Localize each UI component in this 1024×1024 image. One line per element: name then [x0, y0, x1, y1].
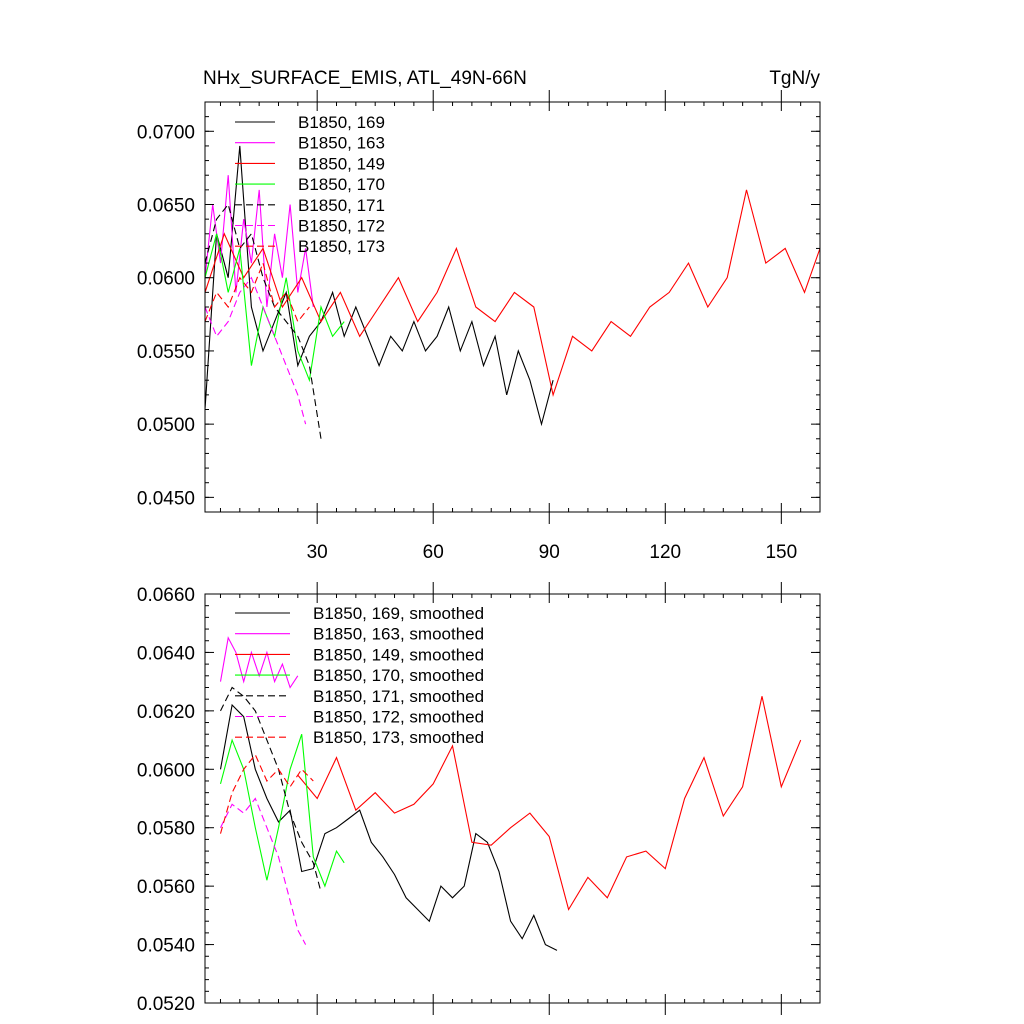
top-xtick-label: 60 — [423, 542, 444, 563]
top-xtick-label: 150 — [765, 542, 797, 563]
bottom-legend-label: B1850, 163, smoothed — [313, 625, 484, 644]
top-xtick-label: 90 — [539, 542, 560, 563]
bottom-panel: 0.0520 0.0540 0.0560 0.0580 0.0600 0.0620 0.06… — [137, 582, 821, 1015]
bottom-series-line-2 — [219, 636, 299, 689]
bottom-series-group — [219, 636, 802, 951]
top-legend-label: B1850, 163 — [298, 134, 385, 153]
bottom-ytick-label: 0.0520 — [137, 994, 195, 1015]
top-panel: 0.0450 0.0500 0.0550 0.0600 0.0650 0.0700 30 60… — [137, 90, 821, 563]
top-xtick-label: 120 — [649, 542, 681, 563]
top-legend-label: B1850, 171 — [298, 196, 385, 215]
top-series-line-4 — [205, 233, 345, 383]
bottom-ytick-label: 0.0660 — [137, 585, 195, 606]
bottom-ytick-label: 0.0540 — [137, 936, 195, 957]
top-series-line-6 — [205, 276, 307, 425]
bottom-ytick-label: 0.0600 — [137, 760, 195, 781]
top-ytick-label: 0.0700 — [137, 122, 195, 143]
top-ytick-label: 0.0600 — [137, 269, 195, 290]
top-series-line-5 — [205, 203, 322, 439]
top-legend-label: B1850, 169 — [298, 113, 385, 132]
bottom-ytick-label: 0.0640 — [137, 643, 195, 664]
bottom-legend: B1850, 169, smoothed B1850, 163, smoothed… — [235, 604, 484, 747]
bottom-legend-label: B1850, 172, smoothed — [313, 708, 484, 727]
bottom-series-line-4 — [219, 734, 345, 888]
bottom-legend-label: B1850, 170, smoothed — [313, 666, 484, 685]
bottom-series-line-5 — [220, 686, 322, 893]
bottom-series-line-1 — [219, 703, 558, 951]
bottom-legend-label: B1850, 149, smoothed — [313, 645, 484, 664]
bottom-series-line-3 — [297, 696, 802, 911]
top-ytick-label: 0.0550 — [137, 342, 195, 363]
bottom-ytick-label: 0.0560 — [137, 877, 195, 898]
top-series-line-1 — [205, 145, 554, 427]
top-legend-label: B1850, 172 — [298, 217, 385, 236]
top-panel-title: NHx_SURFACE_EMIS, ATL_49N-66N — [203, 68, 527, 89]
top-series-line-3 — [205, 189, 820, 397]
bottom-plot-frame — [204, 593, 821, 1004]
top-series-group — [205, 145, 820, 439]
top-ytick-label: 0.0650 — [137, 196, 195, 217]
top-panel-units: TgN/y — [769, 68, 820, 89]
bottom-ytick-label: 0.0580 — [137, 819, 195, 840]
bottom-legend-label: B1850, 173, smoothed — [313, 728, 484, 747]
bottom-series-line-6 — [220, 797, 307, 945]
bottom-legend-label: B1850, 171, smoothed — [313, 687, 484, 706]
top-series-line-2 — [205, 175, 314, 308]
top-ytick-label: 0.0450 — [137, 488, 195, 509]
bottom-ytick-label: 0.0620 — [137, 702, 195, 723]
top-xtick-label: 30 — [307, 542, 328, 563]
bottom-legend-label: B1850, 169, smoothed — [313, 604, 484, 623]
top-ytick-label: 0.0500 — [137, 415, 195, 436]
top-legend-label: B1850, 170 — [298, 175, 385, 194]
bottom-series-line-7 — [219, 753, 314, 834]
top-legend-label: B1850, 149 — [298, 154, 385, 173]
top-series-line-7 — [205, 261, 310, 323]
top-legend-label: B1850, 173 — [298, 237, 385, 256]
